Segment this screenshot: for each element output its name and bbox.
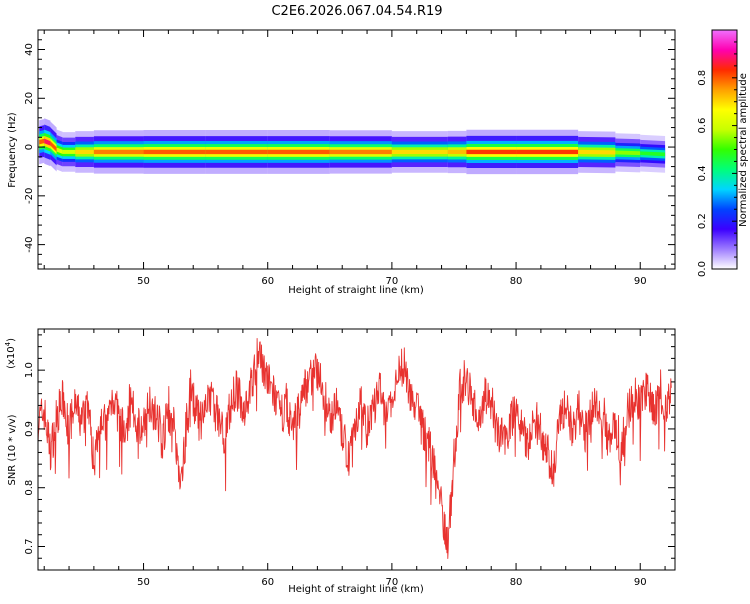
colorbar-tick-label: 0.4 [697,165,708,181]
snr-y-tick-label: 0.8 [24,480,35,496]
colorbar-tick-label: 0.2 [697,213,708,229]
snr-axes-box [37,328,676,571]
spectrogram-band-5-segment-1 [44,138,51,146]
colorbar-tick-label: 0.6 [697,118,708,134]
snr-multiplier-exp: 4 [4,341,12,346]
spectrogram-ridge [39,118,666,175]
spectrogram-y-axis-label: Frequency (Hz) [7,112,18,188]
spectrogram-x-axis-label: Height of straight line (km) [288,285,424,296]
spectrogram-y-tick-label: 20 [24,92,35,105]
spectrogram-x-tick-label: 70 [386,276,399,287]
spectrogram-band-5-segment-13 [466,149,517,155]
colorbar-label: Normalized spectral amplitude [738,73,749,227]
spectrogram-x-tick-label: 90 [634,276,647,287]
spectrogram-band-5-segment-9 [267,149,330,155]
spectrogram-y-tick-label: 40 [24,43,35,56]
spectrogram-y-tick-label: -20 [24,188,35,204]
spectrogram-y-tick-label: -40 [24,236,35,252]
spectrogram-band-5-segment-14 [516,149,579,155]
spectrogram-band-5-segment-7 [143,149,206,155]
spectrogram-band-5-segment-15 [578,149,616,155]
spectrogram-band-5-segment-8 [205,149,268,155]
spectrogram-panel: 50 60 70 80 90 -40 -20 0 20 40 Height of straight… [7,29,676,296]
snr-x-tick-label: 90 [634,577,647,588]
spectrogram-x-tick-label: 50 [137,276,150,287]
colorbar-tick-label: 0.0 [697,261,708,277]
spectrogram-band-5-segment-17 [640,151,666,157]
snr-series [37,338,672,559]
spectrogram-band-5-segment-0 [39,138,45,145]
spectrogram-band-5-segment-11 [391,149,448,155]
spectrogram-y-tick-label: 0 [24,144,35,150]
spectrogram-x-tick-label: 60 [261,276,274,287]
spectrogram-axes-box [37,29,676,270]
chart-title: C2E6.2026.067.04.54.R19 [271,4,442,19]
colorbar: 0.0 0.2 0.4 0.6 0.8 Normalized spectral ampl… [697,29,749,277]
snr-y-tick-label: 0.9 [24,421,35,437]
colorbar-ticks: 0.0 0.2 0.4 0.6 0.8 [697,29,737,277]
spectrogram-band-5-segment-16 [615,150,641,156]
colorbar-tick-label: 0.8 [697,70,708,86]
spectrogram-band-5-segment-6 [93,149,144,155]
snr-multiplier-close: ) [6,338,17,342]
spectrogram-band-5-segment-12 [447,149,467,155]
snr-multiplier-label: (x104) [4,338,17,369]
spectrogram-ticks: 50 60 70 80 90 -40 -20 0 20 40 [24,29,675,287]
snr-multiplier-base: (x10 [6,346,17,369]
snr-y-axis-label: SNR (10 * v/v) [7,414,18,485]
snr-x-tick-label: 60 [261,577,274,588]
snr-ticks: 50 60 70 80 90 0.7 0.8 0.9 1.0 [24,329,675,588]
snr-x-tick-label: 50 [137,577,150,588]
spectrogram-band-5-segment-10 [329,149,392,155]
snr-y-tick-label: 0.7 [24,539,35,555]
snr-x-tick-label: 80 [510,577,523,588]
spectrogram-band-5-segment-5 [75,149,94,155]
spectrogram-x-tick-label: 80 [510,276,523,287]
colorbar-gradient [711,29,738,270]
snr-line [37,338,672,559]
snr-x-axis-label: Height of straight line (km) [288,584,424,595]
snr-y-tick-label: 1.0 [24,362,35,378]
spectrogram-band-5-segment-3 [56,147,63,154]
snr-panel: 50 60 70 80 90 0.7 0.8 0.9 1.0 Height of straigh… [4,328,676,595]
spectrogram-band-5-segment-2 [50,141,57,152]
spectrogram-band-5-segment-4 [62,149,76,154]
snr-x-tick-label: 70 [386,577,399,588]
